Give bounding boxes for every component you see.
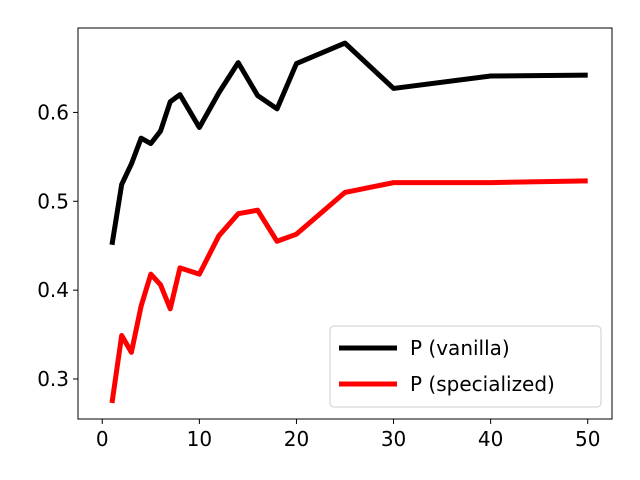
x-tick-label-1: 10 — [187, 427, 212, 451]
x-tick-label-0: 0 — [96, 427, 109, 451]
x-tick-label-4: 40 — [478, 427, 503, 451]
legend-label-1: P (specialized) — [410, 372, 555, 396]
x-tick-label-3: 30 — [381, 427, 406, 451]
y-tick-label-1: 0.4 — [37, 278, 69, 302]
x-tick-label-2: 20 — [284, 427, 309, 451]
series-line-0 — [109, 40, 588, 246]
legend-box — [329, 325, 602, 408]
axes: 0 10 20 30 40 50 0.3 0.4 0.5 0.6 — [37, 27, 613, 451]
axes-frame — [77, 27, 613, 420]
y-tick-label-2: 0.5 — [37, 189, 69, 213]
series-line-1 — [109, 178, 588, 404]
x-tick-label-5: 50 — [575, 427, 600, 451]
plot-area — [109, 40, 588, 404]
legend: P (vanilla) P (specialized) — [329, 325, 602, 408]
y-tick-label-0: 0.3 — [37, 367, 69, 391]
y-tick-label-3: 0.6 — [37, 100, 69, 124]
legend-label-0: P (vanilla) — [410, 336, 510, 360]
